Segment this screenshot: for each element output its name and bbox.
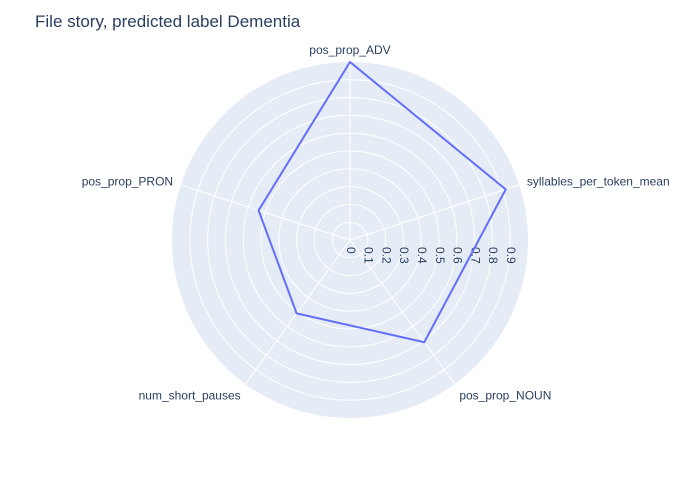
radial-tick-label: 0.1 [362,247,376,264]
radial-tick-label: 0.4 [415,247,429,264]
radial-tick-label: 0.6 [451,247,465,264]
axis-label-pos-prop-noun: pos_prop_NOUN [459,388,551,402]
radial-tick-label: 0.5 [433,247,447,264]
radial-tick-label: 0.2 [379,247,393,264]
axis-label-pos-prop-pron: pos_prop_PRON [82,175,173,189]
radial-tick-label: 0 [344,247,358,254]
series-line [257,60,507,344]
spoke-line [349,239,456,385]
spoke-line [349,184,520,241]
series-layer [257,60,507,344]
spoke-line [180,184,351,241]
polar-grid [180,62,520,401]
radial-tick-label: 0.9 [504,247,518,264]
chart-title: File story, predicted label Dementia [35,12,301,31]
axis-label-syllables-per-token-mean: syllables_per_token_mean [527,175,670,189]
radial-tick-label: 0.8 [486,247,500,264]
radial-tick-label: 0.3 [397,247,411,264]
axis-label-num-short-pauses: num_short_pauses [139,388,241,402]
angular-axis-labels: pos_prop_ADV syllables_per_token_mean pos_… [82,43,670,402]
spoke-line [244,239,351,385]
axis-label-pos-prop-adv: pos_prop_ADV [309,43,390,57]
radial-tick-labels: 0 0.1 0.2 0.3 0.4 0.5 0.6 0.7 0.8 0.9 [344,247,518,264]
